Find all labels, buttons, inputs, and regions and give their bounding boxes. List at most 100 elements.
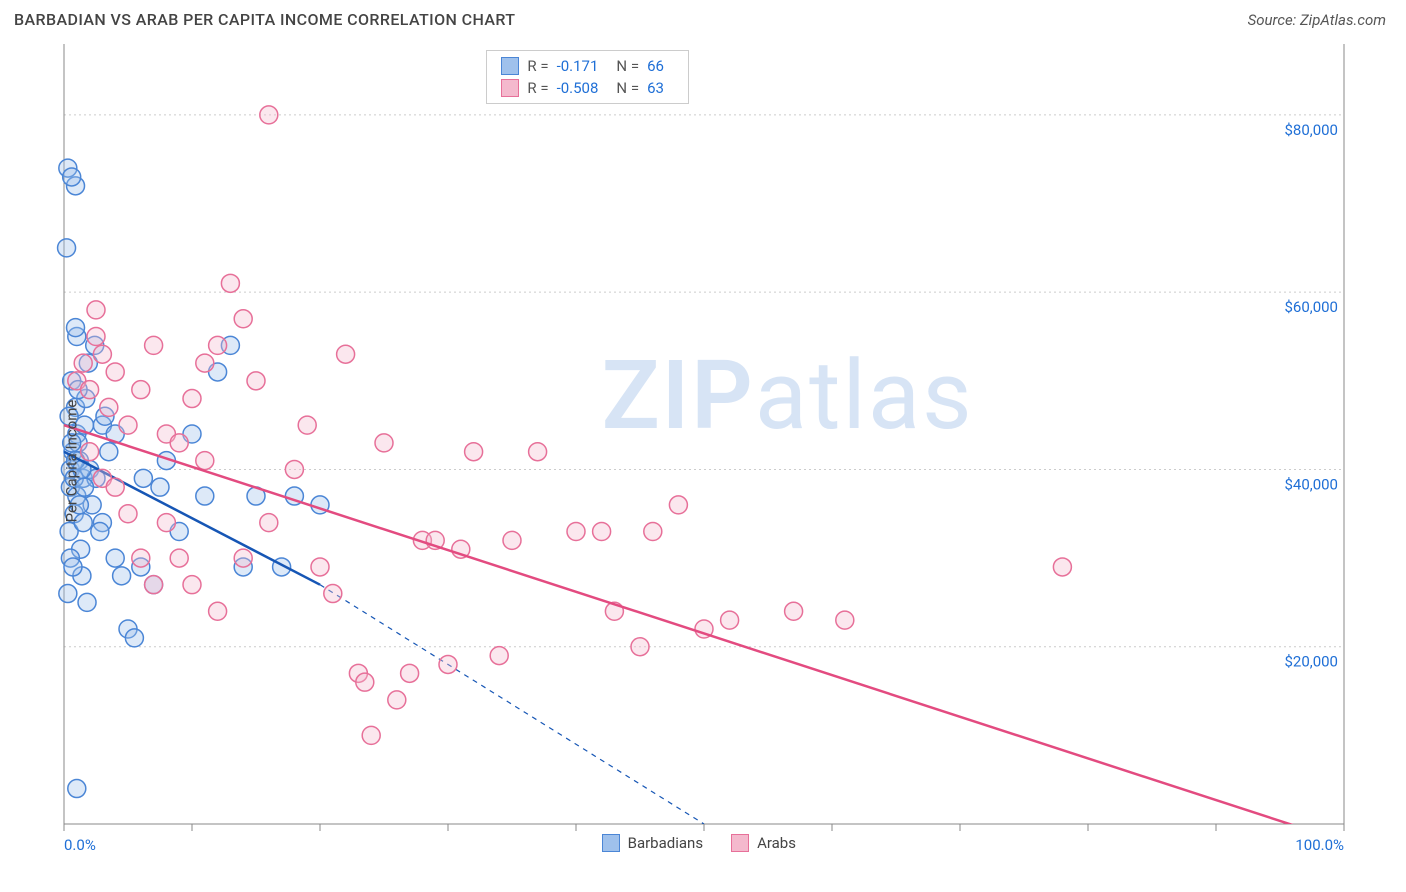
data-point	[87, 301, 105, 319]
r-value: -0.508	[557, 79, 599, 97]
data-point	[196, 452, 214, 470]
data-point	[285, 460, 303, 478]
y-tick-label: $40,000	[1284, 475, 1338, 493]
data-point	[298, 416, 316, 434]
data-point	[465, 443, 483, 461]
data-point	[388, 691, 406, 709]
data-point	[401, 664, 419, 682]
data-point	[785, 602, 803, 620]
data-point	[631, 638, 649, 656]
legend-label: Barbadians	[628, 834, 703, 852]
chart-title: BARBADIAN VS ARAB PER CAPITA INCOME CORR…	[14, 10, 515, 29]
data-point	[170, 434, 188, 452]
r-label: R =	[527, 57, 548, 75]
data-point	[644, 523, 662, 541]
trend-line-extrapolated	[320, 585, 704, 824]
data-point	[234, 310, 252, 328]
data-point	[78, 593, 96, 611]
source-name: ZipAtlas.com	[1300, 11, 1386, 29]
legend-label: Arabs	[757, 834, 796, 852]
n-value: 66	[647, 57, 664, 75]
data-point	[356, 673, 374, 691]
data-point	[1053, 558, 1071, 576]
x-tick-label: 0.0%	[64, 836, 96, 854]
data-point	[721, 611, 739, 629]
data-point	[113, 567, 131, 585]
data-point	[106, 478, 124, 496]
data-point	[81, 381, 99, 399]
data-point	[119, 416, 137, 434]
data-point	[324, 585, 342, 603]
n-value: 63	[647, 79, 664, 97]
legend-item: Arabs	[731, 834, 796, 852]
correlation-stats-box: R = -0.171 N = 66 R = -0.508 N = 63	[486, 50, 689, 104]
legend-swatch	[602, 834, 620, 852]
stat-row: R = -0.171 N = 66	[487, 55, 688, 77]
chart-container: Per Capita Income ZIPatlas $20,000$40,00…	[14, 44, 1392, 878]
stat-row: R = -0.508 N = 63	[487, 77, 688, 99]
data-point	[593, 523, 611, 541]
data-point	[100, 398, 118, 416]
data-point	[106, 549, 124, 567]
data-point	[100, 443, 118, 461]
data-point	[221, 274, 239, 292]
series-swatch	[501, 57, 519, 75]
data-point	[119, 505, 137, 523]
data-point	[503, 531, 521, 549]
data-point	[209, 336, 227, 354]
data-point	[59, 585, 77, 603]
source-prefix: Source:	[1248, 11, 1300, 29]
data-point	[74, 354, 92, 372]
data-point	[106, 363, 124, 381]
n-label: N =	[616, 79, 639, 97]
data-point	[87, 328, 105, 346]
y-axis-label: Per Capita Income	[62, 400, 80, 523]
data-point	[567, 523, 585, 541]
data-point	[170, 549, 188, 567]
data-point	[63, 168, 81, 186]
data-point	[132, 381, 150, 399]
data-point	[196, 354, 214, 372]
data-point	[183, 390, 201, 408]
data-point	[529, 443, 547, 461]
y-tick-label: $20,000	[1284, 653, 1338, 671]
n-label: N =	[616, 57, 639, 75]
trend-line	[64, 425, 1344, 842]
series-legend: Barbadians Arabs	[602, 834, 796, 852]
y-tick-label: $60,000	[1284, 298, 1338, 316]
data-point	[145, 576, 163, 594]
data-point	[836, 611, 854, 629]
data-point	[68, 780, 86, 798]
data-point	[490, 647, 508, 665]
r-value: -0.171	[557, 57, 599, 75]
data-point	[247, 372, 265, 390]
data-point	[91, 523, 109, 541]
source-attribution: Source: ZipAtlas.com	[1248, 11, 1386, 29]
data-point	[196, 487, 214, 505]
legend-swatch	[731, 834, 749, 852]
r-label: R =	[527, 79, 548, 97]
data-point	[337, 345, 355, 363]
data-point	[151, 478, 169, 496]
data-point	[669, 496, 687, 514]
data-point	[157, 514, 175, 532]
data-point	[362, 726, 380, 744]
series-swatch	[501, 79, 519, 97]
data-point	[58, 239, 76, 257]
data-point	[132, 549, 150, 567]
data-point	[209, 602, 227, 620]
data-point	[311, 558, 329, 576]
data-point	[134, 469, 152, 487]
data-point	[439, 655, 457, 673]
data-point	[125, 629, 143, 647]
data-point	[234, 549, 252, 567]
y-tick-label: $80,000	[1284, 121, 1338, 139]
data-point	[145, 336, 163, 354]
data-point	[375, 434, 393, 452]
legend-item: Barbadians	[602, 834, 703, 852]
scatter-chart: $20,000 $40,000 $60,000 $80,000 0.0% 100.0%	[14, 44, 1392, 878]
data-point	[93, 345, 111, 363]
data-point	[183, 576, 201, 594]
x-tick-label: 100.0%	[1295, 836, 1344, 854]
data-point	[64, 558, 82, 576]
